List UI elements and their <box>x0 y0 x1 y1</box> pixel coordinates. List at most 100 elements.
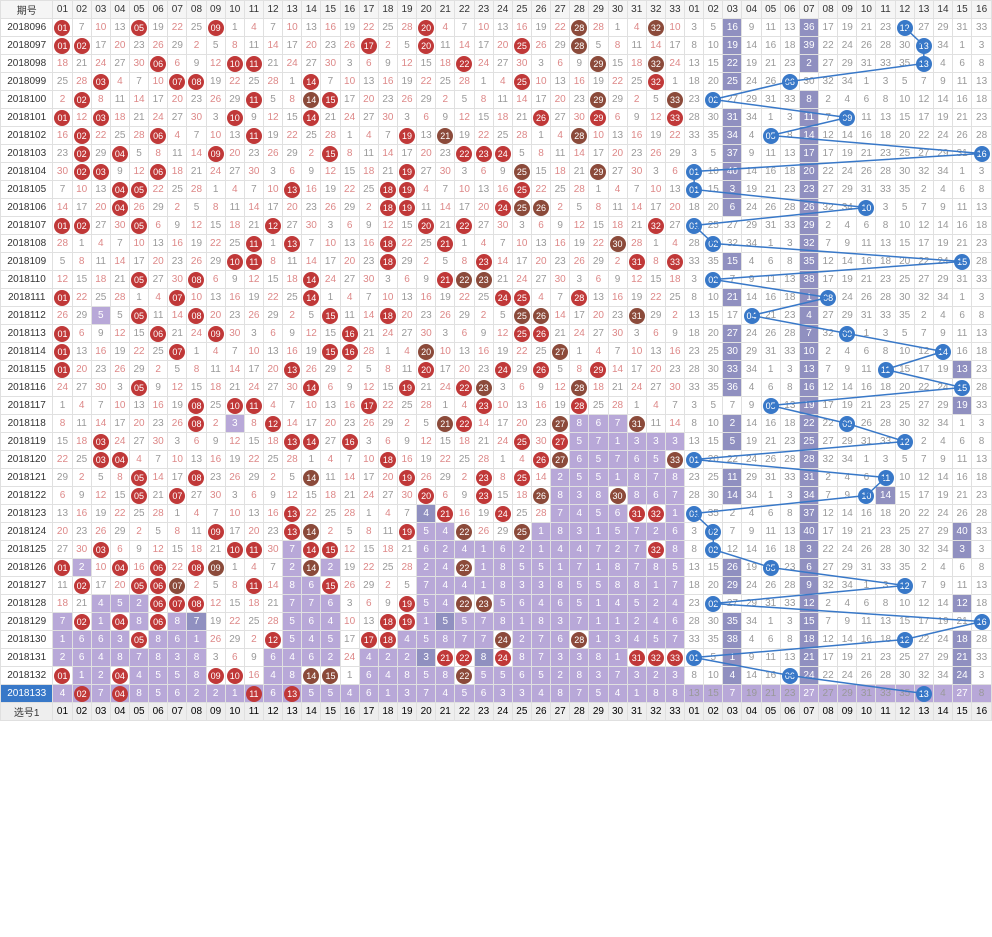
footer-cell[interactable]: 28 <box>570 703 589 721</box>
footer-cell[interactable]: 30 <box>608 703 627 721</box>
footer-cell[interactable]: 07 <box>168 703 187 721</box>
footer-cell[interactable]: 26 <box>531 703 550 721</box>
footer-cell[interactable]: 12 <box>263 703 282 721</box>
red-cell: 21 <box>493 271 512 289</box>
red-cell: 26 <box>474 523 493 541</box>
footer-cell[interactable]: 25 <box>512 703 531 721</box>
blue-cell: 23 <box>780 685 799 703</box>
table-row: 2018113016912150621240930369121516212427… <box>1 325 992 343</box>
blue-cell: 8 <box>685 667 704 685</box>
footer-cell[interactable]: 15 <box>321 703 340 721</box>
footer-cell[interactable]: 24 <box>493 703 512 721</box>
red-cell: 17 <box>168 469 187 487</box>
footer-cell[interactable]: 06 <box>149 703 168 721</box>
red-cell: 6 <box>321 595 340 613</box>
red-cell: 7 <box>283 541 302 559</box>
red-cell: 9 <box>263 487 282 505</box>
footer-cell[interactable]: 20 <box>417 703 436 721</box>
footer-cell[interactable]: 27 <box>551 703 570 721</box>
red-cell: 18 <box>627 55 646 73</box>
footer-cell[interactable]: 04 <box>110 703 129 721</box>
footer-cell[interactable]: 31 <box>627 703 646 721</box>
footer-cell[interactable]: 06 <box>780 703 799 721</box>
red-cell: 06 <box>149 163 168 181</box>
footer-cell[interactable]: 05 <box>761 703 780 721</box>
red-cell: 23 <box>570 91 589 109</box>
footer-cell[interactable]: 01 <box>685 703 704 721</box>
red-cell: 1 <box>589 613 608 631</box>
footer-cell[interactable]: 21 <box>436 703 455 721</box>
red-ball: 29 <box>590 56 606 72</box>
red-cell: 16 <box>129 559 148 577</box>
footer-cell[interactable]: 08 <box>819 703 838 721</box>
red-cell: 25 <box>512 523 531 541</box>
footer-cell[interactable]: 11 <box>876 703 895 721</box>
red-cell: 23 <box>474 397 493 415</box>
red-ball: 01 <box>54 218 70 234</box>
footer-cell[interactable]: 12 <box>895 703 914 721</box>
footer-cell[interactable]: 11 <box>244 703 263 721</box>
footer-cell[interactable]: 10 <box>857 703 876 721</box>
footer-cell[interactable]: 03 <box>723 703 742 721</box>
blue-cell: 1 <box>761 613 780 631</box>
blue-cell: 31 <box>857 685 876 703</box>
red-cell: 24 <box>493 631 512 649</box>
blue-cell: 11 <box>953 577 972 595</box>
blue-ball: 06 <box>782 74 798 90</box>
blue-cell: 12 <box>819 505 838 523</box>
blue-cell: 14 <box>838 631 857 649</box>
footer-label[interactable]: 选号1 <box>1 703 53 721</box>
red-cell: 1 <box>321 289 340 307</box>
red-cell: 30 <box>570 109 589 127</box>
footer-cell[interactable]: 08 <box>187 703 206 721</box>
footer-cell[interactable]: 07 <box>799 703 818 721</box>
footer-cell[interactable]: 29 <box>589 703 608 721</box>
footer-cell[interactable]: 32 <box>646 703 665 721</box>
footer-cell[interactable]: 23 <box>474 703 493 721</box>
footer-cell[interactable]: 14 <box>933 703 952 721</box>
red-ball: 01 <box>54 326 70 342</box>
red-cell: 18 <box>378 199 397 217</box>
footer-cell[interactable]: 05 <box>129 703 148 721</box>
red-cell: 6 <box>436 487 455 505</box>
red-ball: 33 <box>667 452 683 468</box>
footer-cell[interactable]: 02 <box>704 703 723 721</box>
red-cell: 3 <box>627 325 646 343</box>
table-row: 2018125273003691215182110113071415121518… <box>1 541 992 559</box>
red-cell: 10 <box>302 397 321 415</box>
blue-cell: 3 <box>780 361 799 379</box>
footer-cell[interactable]: 09 <box>838 703 857 721</box>
red-cell: 18 <box>512 487 531 505</box>
red-cell: 11 <box>244 685 263 703</box>
footer-cell[interactable]: 22 <box>455 703 474 721</box>
blue-cell: 19 <box>742 559 761 577</box>
footer-cell[interactable]: 03 <box>91 703 110 721</box>
red-cell: 30 <box>551 271 570 289</box>
red-cell: 23 <box>129 37 148 55</box>
red-cell: 25 <box>493 127 512 145</box>
red-cell: 11 <box>110 91 129 109</box>
red-cell: 1 <box>646 235 665 253</box>
red-cell: 8 <box>283 91 302 109</box>
red-cell: 3 <box>359 433 378 451</box>
period-header[interactable]: 期号 <box>1 1 53 19</box>
footer-cell[interactable]: 16 <box>340 703 359 721</box>
footer-cell[interactable]: 02 <box>72 703 91 721</box>
footer-cell[interactable]: 14 <box>302 703 321 721</box>
red-cell: 2 <box>321 559 340 577</box>
blue-cell: 6 <box>857 469 876 487</box>
footer-cell[interactable]: 13 <box>914 703 933 721</box>
footer-cell[interactable]: 15 <box>953 703 972 721</box>
footer-cell[interactable]: 19 <box>397 703 416 721</box>
footer-cell[interactable]: 09 <box>206 703 225 721</box>
footer-cell[interactable]: 13 <box>283 703 302 721</box>
footer-cell[interactable]: 17 <box>359 703 378 721</box>
footer-cell[interactable]: 18 <box>378 703 397 721</box>
footer-cell[interactable]: 04 <box>742 703 761 721</box>
footer-cell[interactable]: 10 <box>225 703 244 721</box>
blue-cell: 20 <box>799 163 818 181</box>
footer-cell[interactable]: 33 <box>665 703 684 721</box>
footer-cell[interactable]: 16 <box>972 703 992 721</box>
footer-cell[interactable]: 01 <box>53 703 72 721</box>
red-cell: 18 <box>378 631 397 649</box>
